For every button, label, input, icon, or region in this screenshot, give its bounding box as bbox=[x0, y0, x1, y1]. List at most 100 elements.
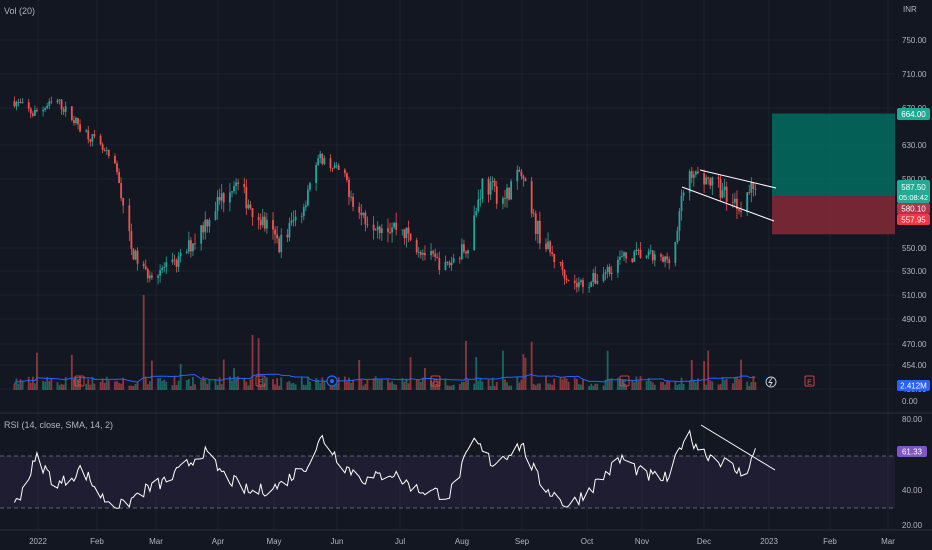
time-label: Nov bbox=[635, 537, 649, 546]
earnings-marker[interactable] bbox=[804, 375, 815, 387]
long-position-stop-zone[interactable] bbox=[772, 196, 895, 235]
volume-bar bbox=[688, 380, 691, 390]
rsi-tick: 20.00 bbox=[902, 521, 923, 530]
volume-bar bbox=[524, 357, 527, 390]
volume-bar bbox=[703, 361, 705, 390]
long-position-target-zone[interactable] bbox=[772, 113, 895, 197]
candle-body bbox=[175, 259, 178, 267]
earnings-marker[interactable] bbox=[430, 375, 441, 387]
candle-body bbox=[621, 256, 623, 258]
earnings-marker[interactable] bbox=[255, 375, 266, 387]
volume-bar bbox=[407, 383, 410, 390]
volume-bar bbox=[13, 383, 16, 390]
candle-body bbox=[319, 153, 322, 159]
candle-body bbox=[323, 158, 326, 164]
price-axis[interactable]: INR 750.00 710.00 670.00 630.00 590.00 5… bbox=[897, 5, 930, 406]
volume-bar bbox=[415, 379, 418, 390]
volume-bar bbox=[235, 378, 237, 390]
volume-bar bbox=[288, 381, 291, 390]
time-label: Jun bbox=[331, 537, 344, 546]
volume-bar bbox=[249, 379, 252, 390]
volume-bar bbox=[50, 378, 53, 390]
time-label: Apr bbox=[212, 537, 225, 546]
volume-bar bbox=[559, 377, 562, 390]
candle-body bbox=[72, 120, 75, 124]
candle-body bbox=[307, 189, 309, 206]
volume-bar bbox=[723, 380, 726, 390]
volume-bar bbox=[107, 380, 110, 390]
volume-bar bbox=[146, 384, 149, 390]
volume-bar bbox=[575, 378, 578, 390]
candle-body bbox=[565, 278, 568, 281]
candle-body bbox=[36, 109, 38, 112]
candle-body bbox=[668, 259, 671, 264]
candle-body bbox=[458, 258, 461, 260]
volume-bar bbox=[132, 385, 135, 390]
price-tick: 710.00 bbox=[902, 70, 927, 79]
candle-body bbox=[645, 255, 648, 258]
volume-bar bbox=[122, 377, 125, 390]
candle-body bbox=[608, 266, 611, 274]
candle-body bbox=[678, 210, 681, 231]
volume-bar bbox=[79, 376, 81, 390]
volume-indicator-label[interactable]: Vol (20) bbox=[4, 6, 35, 16]
candle-body bbox=[60, 99, 63, 110]
rsi-axis[interactable]: 80.00 40.00 20.00 61.33 bbox=[897, 415, 927, 530]
volume-bar bbox=[62, 384, 65, 390]
channel-lower-line[interactable] bbox=[681, 186, 775, 222]
candle-body bbox=[448, 262, 451, 266]
rsi-trendline[interactable] bbox=[700, 424, 776, 471]
candle-body bbox=[134, 250, 137, 260]
candle-body bbox=[530, 181, 533, 214]
candle-body bbox=[31, 113, 34, 116]
volume-bar bbox=[479, 378, 482, 390]
earnings-marker[interactable] bbox=[619, 375, 630, 387]
candle-body bbox=[214, 211, 217, 220]
volume-bar bbox=[290, 383, 293, 390]
volume-bar bbox=[286, 382, 289, 390]
volume-bar bbox=[389, 382, 391, 390]
candle-body bbox=[335, 165, 338, 167]
volume-bars bbox=[13, 295, 757, 390]
candle-body bbox=[602, 273, 605, 281]
price-tick: 630.00 bbox=[902, 141, 927, 150]
candle-body bbox=[261, 216, 264, 226]
volume-bar bbox=[709, 380, 712, 390]
time-axis[interactable]: 2022 Feb Mar Apr May Jun Jul Aug Sep Oct… bbox=[29, 537, 895, 546]
volume-bar bbox=[448, 385, 451, 390]
candle-body bbox=[75, 117, 77, 124]
volume-bar bbox=[489, 385, 492, 390]
volume-bar bbox=[21, 380, 24, 390]
candle-body bbox=[229, 192, 231, 203]
volume-bar bbox=[545, 376, 547, 390]
volume-bar bbox=[460, 381, 463, 390]
event-markers[interactable]: E E E E E bbox=[74, 375, 815, 388]
split-event-icon[interactable] bbox=[765, 376, 777, 388]
candle-body bbox=[522, 176, 525, 179]
volume-bar bbox=[664, 384, 666, 390]
earnings-marker-label: E bbox=[622, 380, 627, 387]
volume-bar bbox=[697, 378, 699, 390]
volume-bar bbox=[444, 378, 447, 390]
volume-bar bbox=[321, 377, 324, 390]
candle-body bbox=[148, 275, 151, 279]
volume-bar bbox=[748, 385, 751, 390]
volume-bar bbox=[29, 382, 32, 390]
candle-body bbox=[590, 282, 593, 287]
earnings-marker[interactable] bbox=[74, 375, 85, 387]
candle-body bbox=[128, 205, 131, 232]
last-price-badge-label: 587.50 bbox=[901, 183, 926, 192]
volume-bar bbox=[323, 380, 326, 390]
rsi-indicator-label[interactable]: RSI (14, close, SMA, 14, 2) bbox=[4, 420, 113, 430]
channel-upper-line[interactable] bbox=[699, 169, 777, 189]
candle-body bbox=[280, 234, 283, 253]
volume-bar bbox=[690, 360, 693, 390]
candle-body bbox=[676, 230, 679, 243]
time-label: Oct bbox=[581, 537, 594, 546]
candle-body bbox=[103, 149, 106, 151]
volume-bar bbox=[567, 381, 570, 390]
volume-bar bbox=[148, 381, 151, 390]
candle-body bbox=[292, 220, 295, 222]
volume-bar bbox=[682, 383, 685, 390]
